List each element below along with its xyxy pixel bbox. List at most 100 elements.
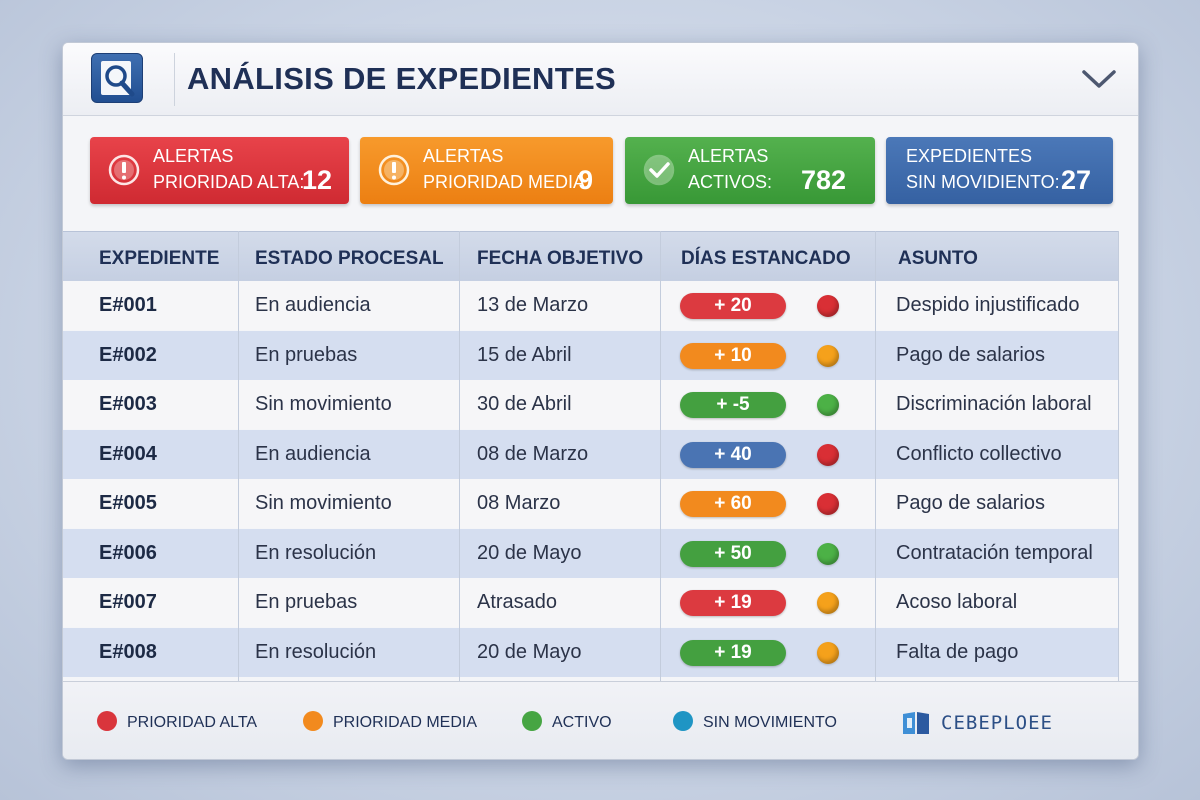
- cell-asunto: Pago de salarios: [896, 492, 1045, 514]
- cell-fecha: 15 de Abril: [477, 343, 572, 366]
- page-title: ANÁLISIS DE EXPEDIENTES: [187, 61, 616, 96]
- header-fecha[interactable]: FECHA OBJETIVO: [477, 248, 644, 269]
- legend-dot-high: [97, 711, 117, 731]
- table-row[interactable]: E#001 En audiencia 13 de Marzo + 20 Despido …: [63, 281, 1118, 330]
- status-dot: [817, 394, 839, 416]
- table-row[interactable]: E#006 En resolución 20 de Mayo + 50 Contrata…: [63, 528, 1118, 578]
- card-label: Sin Movidiento:: [906, 172, 1060, 192]
- title-bar: ANÁLISIS DE EXPEDIENTES: [63, 43, 1138, 116]
- legend-dot-medium: [303, 711, 323, 731]
- cell-expediente: E#008: [99, 640, 157, 663]
- card-value: 12: [302, 165, 333, 195]
- cell-estado: En audiencia: [255, 442, 371, 465]
- chevron-down-icon[interactable]: [1079, 63, 1119, 95]
- days-stalled-badge: + 19: [680, 639, 786, 666]
- cell-estado: En resolución: [255, 541, 377, 564]
- status-dot: [817, 542, 839, 565]
- column-divider: [875, 231, 876, 681]
- cell-asunto: Falta de pago: [896, 640, 1019, 663]
- status-dot: [817, 295, 839, 317]
- column-divider: [1118, 231, 1119, 681]
- card-label: Prioridad Media:: [423, 172, 591, 192]
- legend-dot-no-movement: [673, 711, 693, 731]
- cell-fecha: 08 de Marzo: [477, 442, 589, 465]
- cell-estado: En audiencia: [255, 294, 371, 316]
- brand-logo: CEBEPLOEE: [901, 710, 1106, 736]
- table-row[interactable]: E#003 Sin movimiento 30 de Abril + -5 Discri…: [63, 380, 1118, 429]
- dashboard-window: ANÁLISIS DE EXPEDIENTES Alertas Priorida…: [62, 42, 1139, 760]
- days-stalled-badge: + 19: [680, 590, 786, 616]
- header-estado[interactable]: ESTADO PROCESAL: [255, 248, 444, 269]
- cell-expediente: E#005: [99, 492, 157, 514]
- cell-estado: Sin movimiento: [255, 492, 392, 514]
- cell-asunto: Despido injustificado: [896, 294, 1080, 316]
- card-label: Expedientes: [906, 146, 1033, 166]
- cell-asunto: Pago de salarios: [896, 343, 1045, 366]
- status-dot: [817, 592, 839, 614]
- header-dias[interactable]: DÍAS ESTANCADO: [681, 248, 851, 269]
- card-label: Activos:: [688, 172, 773, 192]
- legend-label: PRIORIDAD MEDIA: [333, 714, 478, 731]
- cell-asunto: Discriminación laboral: [896, 393, 1092, 415]
- cell-expediente: E#007: [99, 591, 157, 613]
- cell-expediente: E#002: [99, 343, 157, 366]
- legend-label: SIN MOVIMIENTO: [703, 714, 837, 731]
- cell-estado: En pruebas: [255, 591, 358, 613]
- cell-fecha: Atrasado: [477, 591, 558, 613]
- cell-expediente: E#006: [99, 541, 157, 564]
- legend-label: ACTIVO: [552, 714, 612, 731]
- status-dot: [817, 344, 839, 367]
- table-row[interactable]: E#005 Sin movimiento 08 Marzo + 60 Pago de s…: [63, 479, 1118, 528]
- days-stalled-badge: + 10: [680, 342, 786, 369]
- header-asunto[interactable]: ASUNTO: [898, 248, 978, 269]
- table-row[interactable]: E#008 En resolución 20 de Mayo + 19 Falta de…: [63, 627, 1118, 677]
- alert-icon: [377, 153, 411, 187]
- cell-fecha: 08 Marzo: [477, 492, 561, 514]
- days-stalled-badge: + 20: [680, 293, 786, 319]
- cell-expediente: E#001: [99, 294, 157, 316]
- card-high-priority[interactable]: Alertas Prioridad Alta: 12: [90, 137, 349, 204]
- search-folder-icon: [91, 53, 143, 103]
- cell-estado: En pruebas: [255, 343, 358, 366]
- card-no-movement[interactable]: Expedientes Sin Movidiento: 27: [886, 137, 1113, 204]
- card-value: 9: [578, 165, 594, 195]
- cell-asunto: Conflicto collectivo: [896, 442, 1062, 465]
- legend-bar: PRIORIDAD ALTA PRIORIDAD MEDIA ACTIVO SI…: [63, 681, 1138, 759]
- legend-label: PRIORIDAD ALTA: [127, 714, 258, 731]
- card-medium-priority[interactable]: Alertas Prioridad Media: 9: [360, 137, 613, 204]
- status-dot: [817, 641, 839, 664]
- days-stalled-badge: + 40: [680, 441, 786, 468]
- cell-fecha: 13 de Marzo: [477, 294, 589, 316]
- column-divider: [238, 231, 239, 681]
- table-header: EXPEDIENTE ESTADO PROCESAL FECHA OBJETIV…: [63, 231, 1118, 281]
- book-icon: [903, 712, 929, 734]
- cell-expediente: E#004: [99, 442, 157, 465]
- card-active-alerts[interactable]: Alertas Activos: 782: [625, 137, 875, 204]
- card-label: Alertas: [688, 146, 769, 166]
- alert-icon: [107, 153, 141, 187]
- card-label: Alertas: [153, 146, 234, 166]
- cell-asunto: Acoso laboral: [896, 591, 1018, 613]
- table-row[interactable]: E#004 En audiencia 08 de Marzo + 40 Conflict…: [63, 429, 1118, 479]
- days-stalled-badge: + 60: [680, 491, 786, 517]
- cell-estado: En resolución: [255, 640, 377, 663]
- brand-text: CEBEPLOEE: [941, 712, 1053, 734]
- cell-estado: Sin movimiento: [255, 393, 392, 415]
- table-row[interactable]: E#002 En pruebas 15 de Abril + 10 Pago de sa…: [63, 330, 1118, 380]
- legend-dot-active: [522, 711, 542, 731]
- check-icon: [642, 153, 676, 187]
- cell-fecha: 20 de Mayo: [477, 541, 582, 564]
- status-dot: [817, 443, 839, 466]
- cell-fecha: 30 de Abril: [477, 393, 572, 415]
- table-row[interactable]: E#007 En pruebas Atrasado + 19 Acoso laboral: [63, 578, 1118, 627]
- header-expediente[interactable]: EXPEDIENTE: [99, 248, 220, 269]
- status-dot: [817, 493, 839, 515]
- days-stalled-badge: + 50: [680, 540, 786, 567]
- cell-asunto: Contratación temporal: [896, 541, 1093, 564]
- title-separator: [174, 53, 175, 106]
- card-value: 782: [801, 165, 847, 195]
- summary-cards: Alertas Prioridad Alta: 12 Alertas Prior…: [63, 116, 1138, 231]
- card-label: Prioridad Alta:: [153, 172, 305, 192]
- column-divider: [660, 231, 661, 681]
- card-label: Alertas: [423, 146, 504, 166]
